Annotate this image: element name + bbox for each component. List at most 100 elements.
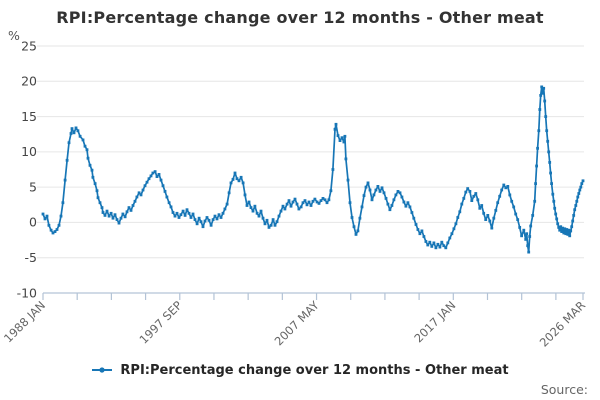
data-point-marker bbox=[545, 129, 549, 133]
data-point-marker bbox=[125, 210, 129, 214]
data-point-marker bbox=[533, 199, 537, 203]
data-point-marker bbox=[577, 192, 581, 195]
data-point-marker bbox=[171, 211, 175, 214]
data-point-marker bbox=[394, 193, 398, 197]
data-point-marker bbox=[205, 216, 209, 219]
data-point-marker bbox=[91, 175, 95, 179]
data-point-marker bbox=[340, 136, 344, 140]
data-point-marker bbox=[534, 182, 537, 185]
series-markers bbox=[41, 85, 585, 254]
data-point-marker bbox=[490, 226, 494, 230]
data-point-marker bbox=[319, 199, 323, 202]
data-point-marker bbox=[571, 219, 575, 223]
data-point-marker bbox=[550, 182, 553, 185]
data-point-marker bbox=[177, 216, 181, 219]
data-point-marker bbox=[67, 141, 71, 145]
data-point-marker bbox=[287, 199, 291, 202]
legend-item[interactable]: RPI:Percentage change over 12 months - O… bbox=[91, 363, 509, 378]
data-point-marker bbox=[554, 212, 558, 216]
data-point-marker bbox=[315, 200, 319, 204]
data-point-marker bbox=[293, 197, 297, 201]
data-point-marker bbox=[510, 199, 514, 203]
data-point-marker bbox=[580, 182, 584, 185]
data-point-marker bbox=[98, 201, 102, 205]
legend-line-marker-icon bbox=[92, 367, 113, 373]
data-point-marker bbox=[331, 168, 335, 171]
data-point-marker bbox=[334, 122, 338, 126]
data-point-marker bbox=[539, 94, 543, 97]
data-point-marker bbox=[191, 212, 195, 216]
data-point-marker bbox=[139, 193, 143, 197]
data-point-marker bbox=[325, 201, 329, 205]
data-point-marker bbox=[247, 200, 251, 204]
data-point-marker bbox=[129, 209, 133, 212]
data-point-marker bbox=[333, 127, 337, 131]
data-point-marker bbox=[327, 198, 331, 202]
data-point-marker bbox=[576, 195, 580, 199]
data-point-marker bbox=[317, 202, 321, 205]
data-point-marker bbox=[165, 195, 169, 199]
data-point-marker bbox=[446, 241, 450, 245]
data-point-marker bbox=[566, 233, 570, 236]
data-point-marker bbox=[552, 199, 556, 203]
data-point-marker bbox=[88, 163, 92, 167]
data-point-marker bbox=[147, 177, 151, 181]
data-point-marker bbox=[86, 156, 90, 160]
data-point-marker bbox=[289, 204, 293, 208]
data-point-marker bbox=[559, 225, 563, 229]
data-point-marker bbox=[374, 188, 378, 192]
data-point-marker bbox=[466, 187, 470, 190]
data-point-marker bbox=[480, 204, 484, 207]
data-point-marker bbox=[321, 197, 325, 200]
data-point-marker bbox=[90, 168, 94, 172]
data-point-marker bbox=[103, 214, 107, 217]
data-point-marker bbox=[412, 216, 416, 220]
data-point-marker bbox=[568, 234, 572, 238]
data-point-marker bbox=[127, 206, 131, 209]
data-point-marker bbox=[537, 129, 541, 133]
data-point-marker bbox=[145, 180, 149, 184]
data-point-marker bbox=[500, 188, 504, 192]
data-point-marker bbox=[563, 227, 567, 231]
data-point-marker bbox=[535, 164, 538, 168]
y-axis-unit-label: % bbox=[8, 28, 20, 43]
data-point-marker bbox=[263, 222, 267, 226]
data-point-marker bbox=[257, 214, 261, 218]
data-point-marker bbox=[215, 217, 219, 221]
data-point-marker bbox=[95, 189, 99, 193]
data-point-marker bbox=[83, 144, 87, 148]
data-point-marker bbox=[512, 205, 516, 209]
series-line[interactable] bbox=[42, 86, 584, 253]
data-point-marker bbox=[61, 201, 65, 205]
data-point-marker bbox=[561, 226, 565, 230]
data-point-marker bbox=[217, 213, 221, 217]
data-point-marker bbox=[452, 227, 456, 231]
data-point-marker bbox=[329, 189, 333, 193]
data-point-marker bbox=[410, 211, 414, 214]
data-point-marker bbox=[350, 216, 354, 219]
data-point-marker bbox=[454, 222, 458, 226]
data-point-marker bbox=[514, 212, 518, 216]
data-point-marker bbox=[420, 229, 424, 233]
data-point-marker bbox=[488, 219, 492, 223]
data-point-marker bbox=[380, 186, 384, 190]
data-point-marker bbox=[368, 188, 372, 192]
data-point-marker bbox=[543, 99, 547, 103]
data-point-marker bbox=[109, 211, 113, 215]
data-point-marker bbox=[207, 218, 211, 222]
data-point-marker bbox=[173, 214, 177, 218]
data-point-marker bbox=[105, 209, 109, 213]
data-point-marker bbox=[476, 198, 480, 202]
data-point-marker bbox=[540, 85, 544, 89]
data-point-marker bbox=[237, 179, 241, 183]
data-point-marker bbox=[297, 207, 301, 211]
data-point-marker bbox=[199, 220, 203, 224]
y-tick-label: 5 bbox=[29, 179, 37, 194]
data-point-marker bbox=[384, 197, 388, 200]
data-point-marker bbox=[518, 226, 522, 229]
x-tick-label: 1988 JAN bbox=[1, 298, 48, 345]
data-point-marker bbox=[525, 232, 529, 236]
data-point-marker bbox=[458, 210, 462, 214]
data-point-marker bbox=[229, 181, 233, 185]
